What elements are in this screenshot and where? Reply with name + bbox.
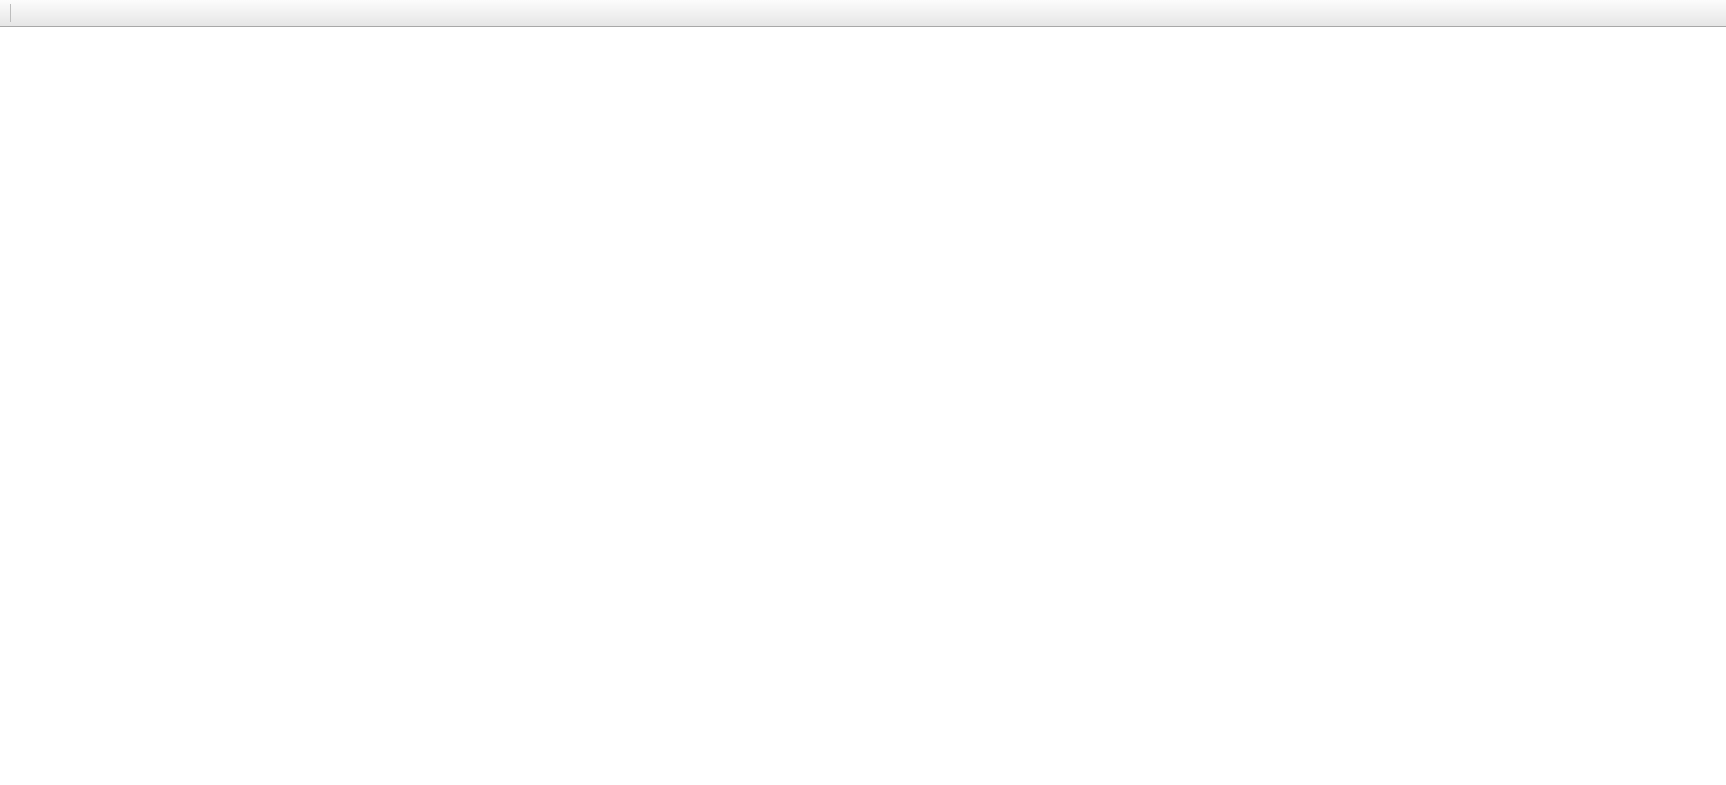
time-axis[interactable] [0, 721, 1726, 743]
rsi-indicator-label [7, 577, 12, 589]
price-axis[interactable] [1536, 28, 1726, 714]
chart-title [7, 33, 42, 47]
toolbar [0, 0, 1726, 27]
macd-indicator-label [7, 457, 12, 469]
chart-canvas[interactable] [0, 28, 1726, 785]
toolbar-separator [10, 4, 11, 22]
